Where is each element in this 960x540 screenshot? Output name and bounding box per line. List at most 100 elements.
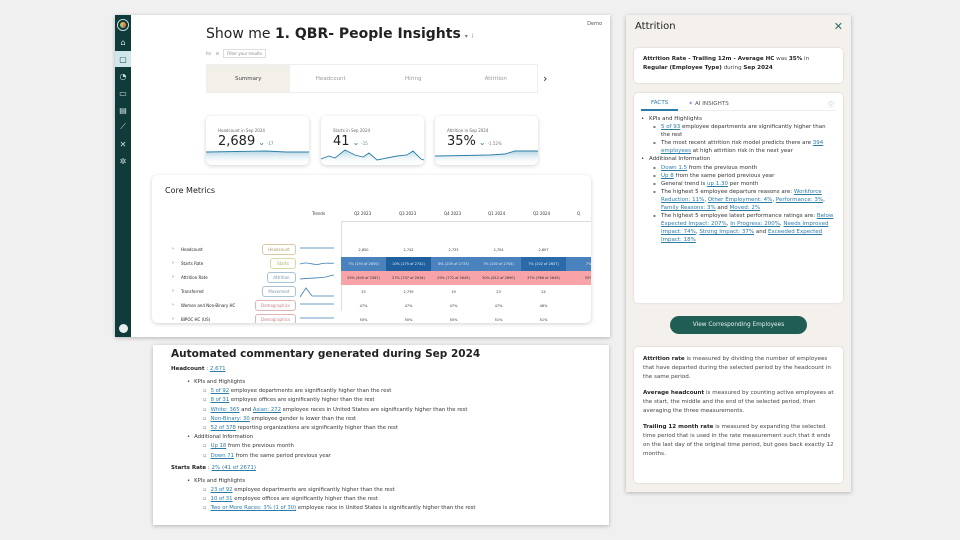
logo-icon[interactable] — [115, 17, 131, 33]
insight-link[interactable]: Asian: 272 — [252, 406, 281, 413]
list-item: Down 1.5 from the previous month — [649, 164, 836, 172]
category-tag: Movement — [262, 286, 296, 297]
title-name[interactable]: 1. QBR- People Insights — [274, 26, 461, 42]
tab-ai-insights[interactable]: ✦ AI INSIGHTS — [688, 100, 729, 107]
chevron-right-icon[interactable]: › — [543, 72, 548, 85]
table-row[interactable]: › Starts Rate Starts 7% (193 of 2650) 10… — [152, 257, 591, 271]
tab-facts[interactable]: FACTS — [641, 97, 679, 111]
trend-sparkline — [300, 262, 334, 265]
insight-link[interactable]: Down 71 — [210, 452, 235, 459]
expand-chevron-icon[interactable]: › — [172, 316, 174, 322]
filter-bar: for ☰ Filter your results — [206, 49, 266, 58]
kpi-label: Attrition in Sep 2024 — [447, 128, 489, 133]
fact-link[interactable]: Exceeded Expected Impact: 18% — [661, 229, 823, 244]
insight-link[interactable]: Two or More Races: 3% (1 of 30) — [210, 505, 297, 512]
analytics-icon[interactable]: ▭ — [119, 88, 127, 98]
fact-link[interactable]: Needs Improved Impact: 74% — [661, 221, 829, 236]
table-row[interactable]: › BIPOC HC (US) Demographics 50% 50% 50%… — [152, 313, 591, 323]
insight-link[interactable]: 10 of 31 — [210, 496, 233, 503]
insight-link[interactable]: Up 18 — [210, 443, 227, 450]
filter-icon[interactable]: ☰ — [215, 51, 220, 56]
headcount-value-link[interactable]: 2,671 — [209, 366, 226, 372]
insights-icon[interactable]: ▢ — [115, 51, 131, 67]
tab-hiring[interactable]: Hiring — [405, 75, 422, 82]
definitions-card: Attrition rate is measured by dividing t… — [634, 347, 843, 483]
column-header: Q4 2023 — [444, 211, 462, 216]
settings-tools-icon[interactable]: ✕ — [119, 139, 127, 149]
category-tag: Demographics — [255, 314, 296, 323]
trends-header: Trends — [312, 211, 326, 216]
fact-link[interactable]: up 1.30 — [706, 180, 728, 187]
expand-chevron-icon[interactable]: › — [172, 260, 174, 266]
list-item: The most recent attrition risk model pre… — [649, 139, 836, 155]
trend-sparkline — [300, 303, 334, 305]
commentary-title: Automated commentary generated during Se… — [171, 348, 481, 360]
list-item: KPIs and Highlights 5 of 93 employee dep… — [641, 115, 836, 155]
expand-chevron-icon[interactable]: › — [172, 246, 174, 252]
kpi-card-starts[interactable]: Starts in Sep 2024 41 ⌄ -15 — [321, 116, 424, 165]
home-icon[interactable]: ⌂ — [120, 37, 126, 47]
fact-link[interactable]: In Progress: 200% — [730, 221, 780, 228]
dashboard-icon[interactable]: ◔ — [119, 71, 127, 81]
info-icon[interactable]: ⓘ — [827, 102, 834, 109]
column-header: Q1 2024 — [488, 211, 506, 216]
title-caret-icon[interactable]: ▾ — [464, 33, 468, 40]
expand-chevron-icon[interactable]: › — [172, 302, 174, 308]
starts-value-link[interactable]: 2% (41 of 2671) — [211, 464, 257, 471]
info-icon[interactable]: i — [471, 33, 474, 40]
fact-link[interactable]: Workforce Reduction: 11% — [661, 188, 822, 203]
fact-link[interactable]: 394 employees — [661, 140, 824, 155]
gear-icon[interactable]: ✲ — [119, 156, 127, 166]
facts-card: FACTS ✦AI INSIGHTS ⓘ KPIs and Highlights… — [634, 93, 843, 303]
definition: Average headcount is measured by countin… — [643, 390, 834, 414]
insight-link[interactable]: 8 of 31 — [210, 397, 230, 404]
commentary-panel: Automated commentary generated during Se… — [153, 345, 609, 525]
close-icon[interactable]: ✕ — [833, 20, 843, 33]
column-header: Q2 2024 — [533, 211, 551, 216]
insight-link[interactable]: 23 of 92 — [210, 487, 233, 494]
kpi-delta: -15 — [361, 141, 368, 146]
chevron-down-icon: ⌄ — [352, 138, 360, 147]
app-window: ⌂ ▢ ◔ ▭ ▤ ⟋ ✕ ✲ Demo Show me 1. QBR- Peo… — [115, 15, 610, 337]
reports-icon[interactable]: ▤ — [119, 105, 127, 115]
demo-label[interactable]: Demo — [587, 21, 602, 27]
user-avatar-icon[interactable] — [118, 324, 128, 333]
fact-link[interactable]: Down 1.5 — [661, 164, 688, 171]
fact-link[interactable]: Performance: 3% — [775, 196, 824, 203]
table-row[interactable]: › Attrition Rate Attrition 25% (649 of 2… — [152, 271, 591, 285]
tab-summary[interactable]: Summary — [207, 65, 290, 92]
definition: Attrition rate is measured by dividing t… — [643, 356, 831, 380]
list-item: Additional Information Down 1.5 from the… — [641, 155, 836, 244]
sparkle-icon: ✦ — [688, 100, 693, 107]
kpi-card-attrition[interactable]: Attrition in Sep 2024 35% ⌄ -1.52% — [435, 116, 538, 165]
kpi-card-headcount[interactable]: Headcount in Sep 2024 2,689 ⌄ -17 — [206, 116, 309, 165]
table-row[interactable]: › Transferred Movement 25 2,739 19 23 24 — [152, 285, 591, 299]
insight-link[interactable]: 5 of 92 — [210, 388, 230, 395]
expand-chevron-icon[interactable]: › — [172, 288, 174, 294]
filter-for-label: for — [206, 51, 212, 56]
fact-link[interactable]: Up 8 — [661, 172, 674, 179]
expand-chevron-icon[interactable]: › — [172, 274, 174, 280]
list-item: KPIs and Highlights 5 of 92 employee dep… — [187, 378, 591, 433]
insight-link[interactable]: 52 of 378 — [210, 425, 236, 432]
fact-link[interactable]: Moved: 2% — [729, 205, 761, 212]
tab-bar: Summary Headcount Hiring Attrition — [206, 64, 538, 93]
kpi-label: Headcount in Sep 2024 — [218, 128, 265, 133]
tab-headcount[interactable]: Headcount — [315, 75, 346, 82]
table-row[interactable]: › Women and Non-Binary HC Demographics 4… — [152, 299, 591, 313]
tools-icon[interactable]: ⟋ — [120, 122, 126, 131]
table-row[interactable]: › Headcount Headcount 2,650 2,742 2,733 … — [152, 243, 591, 257]
view-corresponding-employees-button[interactable]: View Corresponding Employees — [670, 316, 807, 334]
fact-link[interactable]: Below Expected Impact: 207% — [661, 213, 834, 228]
category-tag: Demographics — [255, 300, 296, 311]
insight-link[interactable]: Non-Binary: 30 — [210, 415, 250, 422]
fact-link[interactable]: 5 of 93 — [661, 124, 681, 131]
filter-input[interactable]: Filter your results — [223, 49, 266, 58]
insight-link[interactable]: White: 365 — [210, 406, 240, 413]
fact-link[interactable]: Family Reasons: 3% — [661, 205, 716, 212]
fact-link[interactable]: Other Employment: 4% — [707, 196, 773, 203]
fact-link[interactable]: Strong Impact: 37% — [699, 229, 755, 236]
list-item: The highest 5 employee departure reasons… — [649, 188, 836, 212]
tab-attrition[interactable]: Attrition — [484, 75, 507, 82]
core-metrics-card: Core Metrics Trends Q2 2023 Q3 2023 Q4 2… — [152, 175, 591, 323]
